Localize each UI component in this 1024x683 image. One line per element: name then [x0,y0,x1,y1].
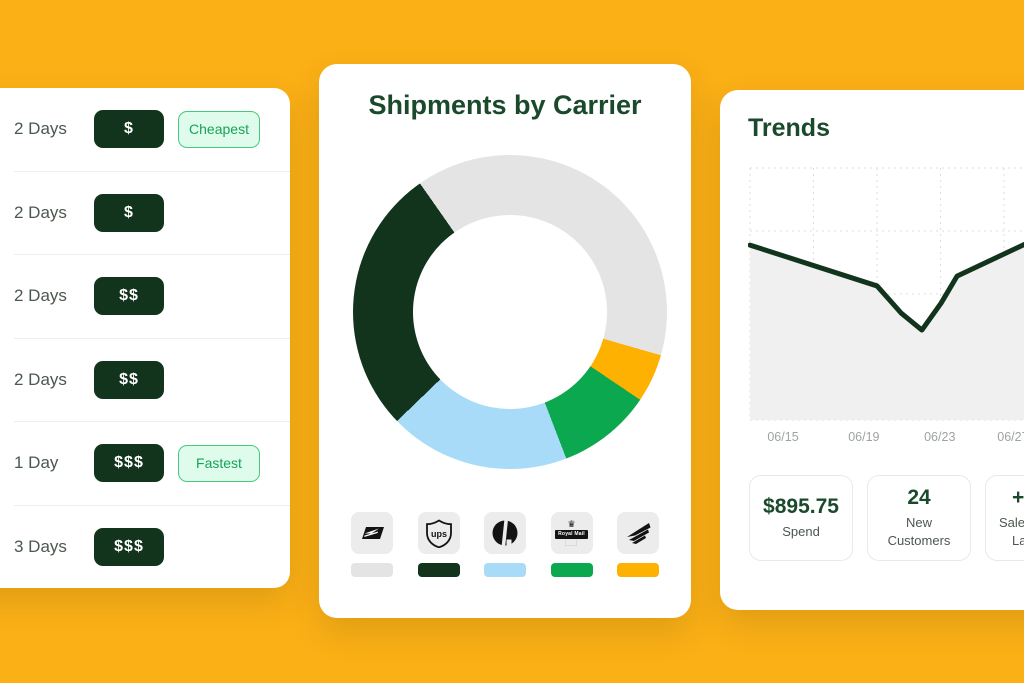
stat-value: 24 [907,486,931,510]
price-badge: $ [94,193,164,232]
stat-label: Sale [999,515,1024,531]
legend-swatch-ups [417,563,460,577]
trends-line-svg [747,167,1024,421]
rate-row[interactable]: 1 Day $$$ Fastest [14,422,290,506]
cheapest-tag: Cheapest [178,110,260,148]
stat-card-sales[interactable]: + Sale La [985,475,1024,561]
carrier-tile-usps[interactable] [351,512,393,554]
rate-duration: 3 Days [14,536,67,556]
stat-card-new-customers[interactable]: 24 New Customers [867,475,971,561]
trends-area-chart: 06/15 06/19 06/23 06/27 [747,166,1024,444]
x-tick-label: 06/27 [997,430,1024,444]
carrier-logo-row: ups ♛ Royal Mail [351,512,659,554]
stat-label: Customers [887,533,951,548]
price-badge: $ [94,110,164,149]
royal-mail-logo: ♛ Royal Mail [555,520,588,546]
rate-row[interactable]: 3 Days $$$ [14,506,290,589]
stat-value: $895.75 [763,495,839,519]
shipping-rates-panel: 2 Days $ Cheapest 2 Days $ 2 Days $$ 2 D… [0,88,290,588]
trends-title: Trends [748,114,830,142]
carrier-chart-title: Shipments by Carrier [368,90,642,120]
price-badge: $$$ [94,527,164,566]
carrier-tile-ups[interactable]: ups [417,512,460,554]
usps-eagle-icon [362,527,384,539]
purolator-mark-icon [492,518,518,548]
carrier-tile-purolator[interactable] [484,512,526,554]
price-badge: $$ [94,277,164,316]
rate-duration: 2 Days [14,202,67,222]
trends-panel: Trends 06/15 06/19 06/23 06/27 $895.75 Spend… [720,90,1024,610]
carrier-tile-la-poste[interactable] [617,512,659,554]
x-tick-label: 06/15 [767,430,799,444]
rate-row[interactable]: 2 Days $ Cheapest [14,88,290,172]
legend-swatch-royal-mail [550,563,593,577]
rate-duration: 1 Day [14,453,59,473]
x-tick-label: 06/19 [848,430,880,444]
legend-swatch-usps [351,563,393,577]
x-tick-label: 06/23 [924,430,956,444]
royal-mail-shield-base [565,540,578,546]
stat-value: + [1012,486,1024,510]
stat-card-spend[interactable]: $895.75 Spend [749,475,853,561]
carrier-tile-royal-mail[interactable]: ♛ Royal Mail [550,512,593,554]
fastest-tag: Fastest [178,444,260,482]
rate-duration: 2 Days [14,286,67,306]
rate-row[interactable]: 2 Days $$ [14,255,290,339]
x-axis-tick-row: 06/15 06/19 06/23 06/27 [748,430,1024,446]
trends-stats-row: $895.75 Spend 24 New Customers + Sale La [749,475,1024,561]
royal-mail-wordmark: Royal Mail [555,530,588,539]
rate-duration: 2 Days [14,119,67,139]
la-poste-bird-icon [627,523,651,544]
ups-shield-icon: ups [425,519,452,548]
crown-icon: ♛ [567,519,576,529]
rate-duration: 2 Days [14,369,67,389]
rate-row[interactable]: 2 Days $$ [14,339,290,422]
donut-hole [413,215,607,409]
stat-label: New [905,515,932,531]
legend-swatch-purolator [484,563,526,577]
carrier-color-legend [351,563,659,577]
shipments-by-carrier-panel: Shipments by Carrier ups [319,64,691,618]
price-badge: $$ [94,360,164,399]
stat-label: La [1012,533,1024,548]
stat-label: Spend [782,524,820,540]
rate-row[interactable]: 2 Days $ [14,172,290,255]
svg-text:ups: ups [430,529,446,539]
shipments-donut-chart [353,155,667,469]
price-badge: $$$ [94,444,164,483]
legend-swatch-la-poste [617,563,659,577]
